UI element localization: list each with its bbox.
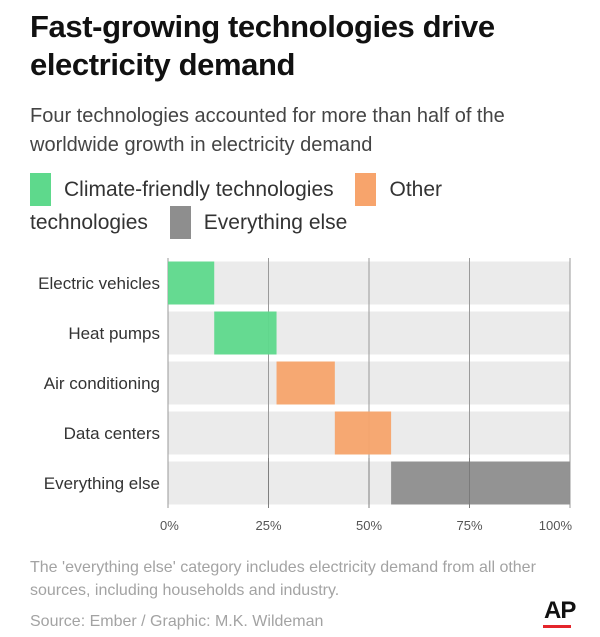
chart-subtitle: Four technologies accounted for more tha… (30, 105, 505, 156)
legend-item-other: Other technologies (30, 173, 443, 234)
tick-label: 0% (160, 518, 179, 533)
ap-logo-underline (543, 625, 571, 628)
category-label: Air conditioning (44, 374, 160, 393)
category-label: Data centers (64, 424, 160, 443)
bar (391, 461, 570, 505)
chart-title: Fast-growing technologies drive electric… (30, 9, 495, 82)
tick-label: 25% (255, 518, 281, 533)
category-label: Everything else (44, 474, 160, 493)
legend-swatch-climate-friendly (30, 173, 51, 206)
source-credit: Source: Ember / Graphic: M.K. Wildeman (30, 613, 324, 630)
legend-swatch-other (355, 173, 377, 206)
tick-label: 75% (456, 518, 482, 533)
waterfall-chart: Electric vehicles Heat pumps Air condition… (38, 258, 573, 533)
legend-swatch-everything-else (169, 206, 191, 239)
bar (334, 411, 392, 455)
bar (168, 261, 215, 305)
legend-label-everything-else: Everything else (203, 211, 348, 234)
legend: Climate-friendly technologies Other tech… (30, 173, 550, 239)
footnote: The 'everything else' category includes … (30, 559, 536, 599)
legend-label-climate-friendly: Climate-friendly technologies (64, 178, 334, 201)
ap-logo: AP (544, 597, 576, 624)
legend-item-everything-else: Everything else (169, 206, 364, 239)
category-label: Electric vehicles (38, 274, 160, 293)
legend-label-other: Other technologies (30, 178, 443, 234)
legend-item-climate-friendly: Climate-friendly technologies (30, 173, 350, 206)
category-label: Heat pumps (68, 324, 160, 343)
bar (276, 361, 335, 405)
bar (214, 311, 277, 355)
tick-label: 50% (356, 518, 382, 533)
tick-label: 100% (539, 518, 573, 533)
